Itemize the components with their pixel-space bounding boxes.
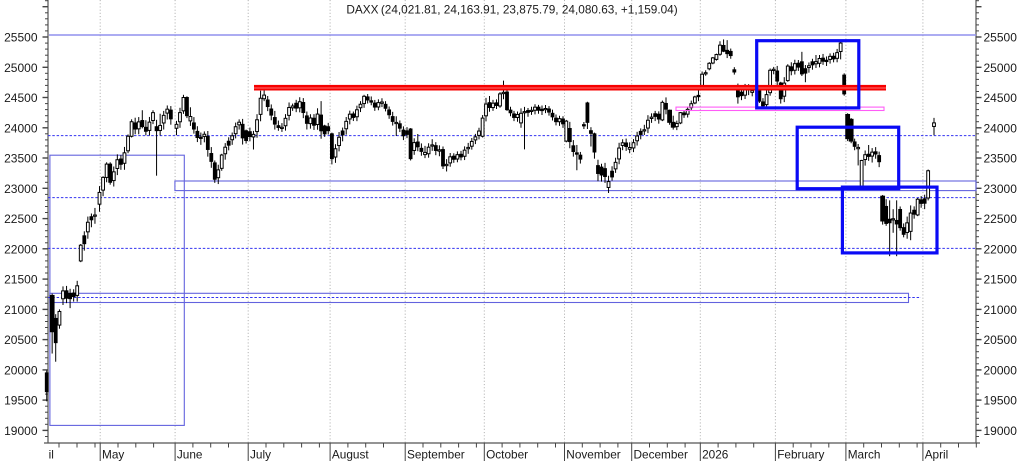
svg-text:May: May [102, 448, 124, 462]
svg-text:19500: 19500 [984, 394, 1018, 408]
svg-text:25500: 25500 [984, 31, 1018, 45]
svg-text:23000: 23000 [4, 182, 38, 196]
svg-text:21500: 21500 [984, 273, 1018, 287]
svg-text:March: March [848, 448, 881, 462]
svg-text:24000: 24000 [4, 121, 38, 135]
svg-text:25000: 25000 [984, 61, 1018, 75]
svg-text:il: il [49, 448, 54, 462]
svg-text:19000: 19000 [4, 424, 38, 438]
svg-text:21000: 21000 [984, 303, 1018, 317]
svg-text:DAXX (24,021.81, 24,163.91, 23: DAXX (24,021.81, 24,163.91, 23,875.79, 2… [346, 3, 677, 17]
svg-text:2026: 2026 [702, 448, 729, 462]
svg-text:20500: 20500 [4, 333, 38, 347]
svg-text:20000: 20000 [4, 363, 38, 377]
svg-text:February: February [777, 448, 824, 462]
svg-text:21000: 21000 [4, 303, 38, 317]
svg-text:December: December [634, 448, 688, 462]
svg-text:August: August [332, 448, 369, 462]
svg-text:November: November [566, 448, 620, 462]
svg-text:22000: 22000 [4, 242, 38, 256]
svg-text:October: October [486, 448, 528, 462]
svg-text:September: September [407, 448, 465, 462]
svg-text:20500: 20500 [984, 333, 1018, 347]
svg-text:20000: 20000 [984, 363, 1018, 377]
svg-text:19500: 19500 [4, 394, 38, 408]
svg-text:April: April [925, 448, 949, 462]
svg-text:25500: 25500 [4, 31, 38, 45]
svg-text:July: July [250, 448, 271, 462]
svg-text:19000: 19000 [984, 424, 1018, 438]
svg-text:23000: 23000 [984, 182, 1018, 196]
svg-text:25000: 25000 [4, 61, 38, 75]
svg-text:22500: 22500 [4, 212, 38, 226]
svg-text:22000: 22000 [984, 242, 1018, 256]
svg-text:23500: 23500 [984, 152, 1018, 166]
svg-text:24500: 24500 [4, 91, 38, 105]
svg-text:24000: 24000 [984, 121, 1018, 135]
svg-text:23500: 23500 [4, 152, 38, 166]
svg-text:21500: 21500 [4, 273, 38, 287]
svg-text:22500: 22500 [984, 212, 1018, 226]
svg-text:June: June [177, 448, 203, 462]
svg-text:24500: 24500 [984, 91, 1018, 105]
